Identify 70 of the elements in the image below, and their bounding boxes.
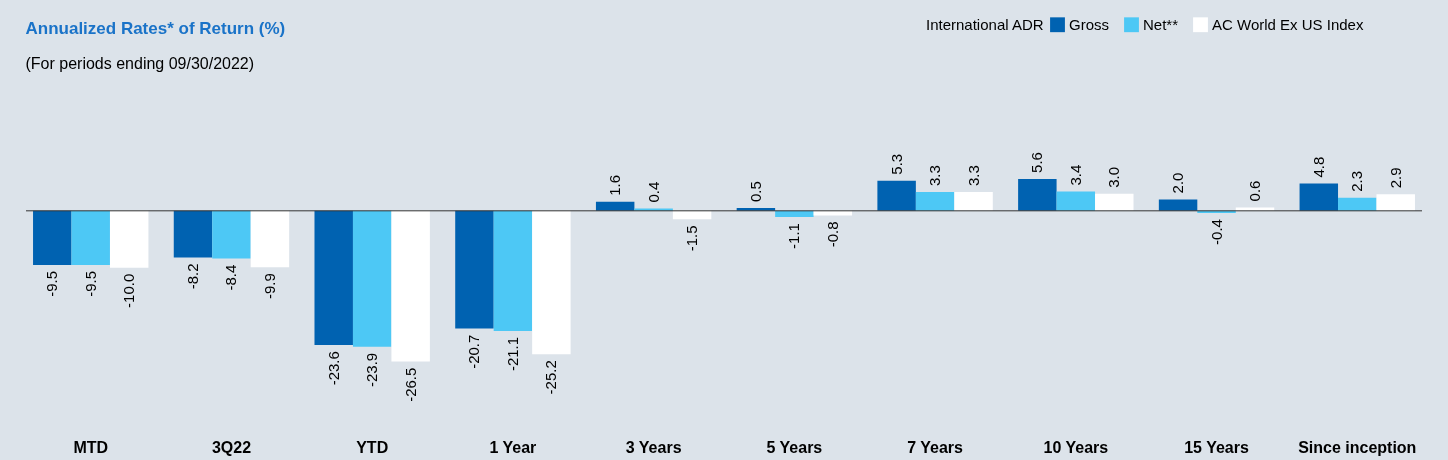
bar: [250, 210, 290, 268]
bar: [954, 192, 993, 211]
data-label: -8.2: [183, 263, 201, 290]
data-label: 0.6: [1246, 180, 1264, 202]
bar: [314, 210, 353, 346]
legend-title: International ADR: [926, 16, 1044, 33]
data-label: 4.8: [1309, 156, 1327, 178]
bar: [1018, 178, 1057, 211]
bar: [1338, 197, 1377, 211]
x-tick-label: YTD: [356, 438, 389, 456]
data-label: 3.3: [926, 165, 944, 187]
bar: [532, 210, 571, 355]
chart-subtitle: (For periods ending 09/30/2022): [25, 55, 255, 72]
bar: [173, 210, 213, 258]
data-label: 0.5: [746, 181, 764, 202]
bar: [915, 192, 955, 211]
bar: [1299, 183, 1339, 211]
x-tick-label: Since inception: [1298, 438, 1417, 456]
data-label: 5.6: [1028, 152, 1046, 173]
data-label: -21.1: [503, 336, 521, 372]
legend-label: Gross: [1069, 15, 1110, 33]
legend-label: Net**: [1143, 15, 1179, 33]
data-label: -10.0: [120, 273, 138, 308]
data-label: 3.3: [964, 165, 982, 187]
data-label: 0.4: [644, 181, 662, 203]
bar: [672, 210, 712, 220]
data-label: -0.4: [1207, 219, 1225, 245]
data-label: 3.4: [1066, 164, 1084, 186]
data-label: -1.5: [683, 225, 701, 252]
data-label: -0.8: [823, 221, 841, 248]
data-label: -1.1: [785, 223, 803, 249]
data-label: -9.5: [43, 270, 61, 297]
data-label: 5.3: [887, 153, 905, 175]
data-label: 2.3: [1348, 170, 1366, 192]
bar: [775, 210, 814, 218]
data-label: -23.6: [324, 351, 342, 386]
bar: [71, 210, 110, 265]
bar: [877, 180, 916, 211]
data-label: 2.0: [1169, 172, 1187, 194]
data-label: 3.0: [1105, 166, 1123, 188]
x-tick-label: 1 Year: [489, 438, 537, 456]
chart-title: Annualized Rates* of Return (%): [25, 19, 286, 38]
x-tick-label: 7 Years: [907, 438, 964, 456]
data-label: -23.9: [363, 352, 381, 388]
bar: [1158, 199, 1198, 211]
x-tick-label: MTD: [73, 438, 109, 456]
legend-label: AC World Ex US Index: [1212, 15, 1364, 33]
data-label: -9.5: [81, 270, 99, 297]
x-tick-label: 3Q22: [211, 438, 252, 456]
data-label: 2.9: [1386, 167, 1404, 189]
data-label: -9.9: [260, 273, 278, 300]
x-tick-label: 3 Years: [625, 438, 682, 456]
bar: [109, 210, 149, 268]
data-label: -26.5: [401, 367, 419, 402]
bar: [352, 210, 392, 347]
data-label: -20.7: [465, 334, 483, 369]
data-label: -8.4: [222, 264, 240, 291]
bar: [33, 210, 72, 265]
bar: [1095, 193, 1134, 211]
x-tick-label: 5 Years: [766, 438, 823, 456]
x-tick-label: 10 Years: [1043, 438, 1109, 456]
bar: [1376, 194, 1415, 211]
bar: [212, 210, 251, 259]
bar: [1056, 191, 1096, 211]
data-label: 1.6: [606, 174, 624, 196]
bar: [391, 210, 430, 362]
x-tick-label: 15 Years: [1184, 438, 1249, 456]
bar: [455, 210, 494, 329]
bar: [493, 210, 533, 331]
data-label: -25.2: [542, 360, 560, 395]
